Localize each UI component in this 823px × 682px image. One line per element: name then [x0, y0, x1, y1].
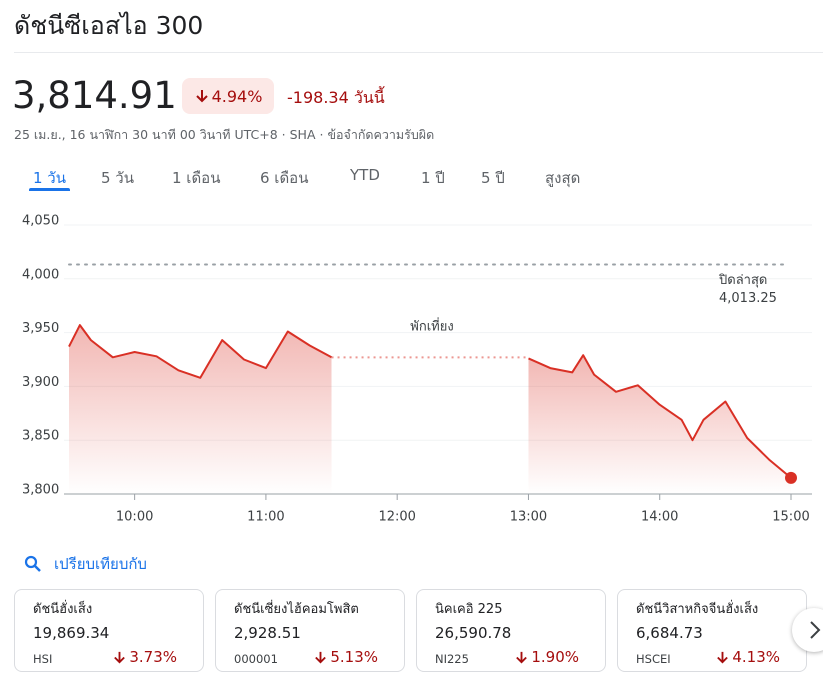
exchange: SHA: [289, 127, 316, 142]
tab[interactable]: 5 วัน: [101, 169, 134, 187]
card-change-value: 3.73%: [129, 648, 177, 666]
line: [528, 354, 792, 479]
last-point: [785, 471, 797, 484]
timestamp: 25 เม.ย., 16 นาฬิกา 30 นาที 00 วินาที UT…: [14, 127, 278, 142]
card-value: 6,684.73: [636, 624, 703, 642]
down-arrow: [195, 90, 208, 103]
disclaimer[interactable]: ข้อจำกัดความรับผิด: [327, 127, 435, 142]
y-tick-label: 3,800: [22, 483, 59, 498]
down-arrow: [516, 651, 528, 664]
line: [68, 324, 332, 379]
x-tick-label: 15:00: [772, 510, 809, 525]
card-change: 1.90%: [514, 648, 579, 666]
meta: 25 เม.ย., 16 นาฬิกา 30 นาที 00 วินาที UT…: [14, 127, 435, 142]
card-change-value: 5.13%: [330, 648, 378, 666]
card-ticker: NI225: [435, 652, 469, 666]
y-tick-label: 3,850: [22, 429, 59, 444]
tab-underline: [29, 188, 70, 191]
card-change: 5.13%: [313, 648, 378, 666]
change-percent: 4.94%: [211, 86, 263, 106]
x-tick-label: 14:00: [641, 510, 678, 525]
break-label: พักเที่ยง: [410, 318, 453, 335]
compare-card[interactable]: ดัชนีเซี่ยงไฮ้คอมโพสิต 2,928.51 000001 5.13…: [215, 589, 405, 672]
next-button[interactable]: [792, 608, 823, 652]
card-name: นิคเคอิ 225: [435, 602, 503, 617]
card-name: ดัชนีฮั่งเส็ง: [33, 602, 93, 617]
x-tick-label: 12:00: [378, 510, 415, 525]
search-icon: [24, 555, 41, 572]
card-ticker: HSI: [33, 652, 53, 666]
down-arrow: [114, 651, 126, 664]
card-value: 26,590.78: [435, 624, 512, 642]
compare-title: เปรียบเทียบกับ: [54, 555, 147, 573]
card-change: 3.73%: [112, 648, 177, 666]
card-change: 4.13%: [715, 648, 780, 666]
change: -198.34 วันนี้: [287, 86, 385, 111]
y-tick-label: 3,900: [22, 375, 59, 390]
y-tick-label: 4,050: [22, 214, 59, 229]
page-title: ดัชนีซีเอสไอ 300: [14, 11, 204, 40]
tab[interactable]: 1 วัน: [33, 169, 66, 187]
tab[interactable]: 5 ปี: [481, 169, 505, 187]
change-badge: 4.94%: [182, 78, 274, 114]
change-period: วันนี้: [353, 88, 385, 107]
card-value: 2,928.51: [234, 624, 301, 642]
x-tick-label: 13:00: [510, 510, 547, 525]
area: [69, 325, 332, 494]
card-change-value: 4.13%: [732, 648, 780, 666]
change-value: -198.34: [287, 88, 349, 107]
y-tick-label: 3,950: [22, 321, 59, 336]
chevron: [810, 621, 821, 639]
tab[interactable]: 1 ปี: [421, 169, 445, 187]
down-arrow: [717, 651, 729, 664]
compare-card[interactable]: ดัชนีฮั่งเส็ง 19,869.34 HSI 3.73%: [14, 589, 204, 672]
previous-close-label: ปิดล่าสุด: [718, 273, 767, 288]
previous-close-value: 4,013.25: [719, 291, 777, 306]
compare-heading[interactable]: เปรียบเทียบกับ: [24, 552, 147, 576]
card-ticker: 000001: [234, 652, 278, 666]
separator: [14, 52, 823, 53]
card-name: ดัชนีเซี่ยงไฮ้คอมโพสิต: [234, 602, 359, 617]
area: [528, 355, 791, 494]
tab[interactable]: 1 เดือน: [172, 169, 221, 187]
compare-card[interactable]: นิคเคอิ 225 26,590.78 NI225 1.90%: [416, 589, 606, 672]
tab[interactable]: สูงสุด: [545, 169, 581, 187]
chart: 3,800 3,850 3,900 3,950 4,000 4,050 10:00 11:00…: [22, 214, 812, 525]
y-tick-label: 4,000: [22, 267, 59, 282]
x-tick-label: 11:00: [247, 510, 284, 525]
compare-card[interactable]: ดัชนีวิสาหกิจจีนฮั่งเส็ง 6,684.73 HSCEI 4.1…: [617, 589, 807, 672]
card-ticker: HSCEI: [636, 652, 671, 666]
price: 3,814.91: [12, 74, 177, 117]
x-tick-label: 10:00: [116, 510, 153, 525]
down-arrow: [315, 651, 327, 664]
tab[interactable]: YTD: [350, 166, 380, 184]
card-change-value: 1.90%: [531, 648, 579, 666]
card-value: 19,869.34: [33, 624, 110, 642]
tab[interactable]: 6 เดือน: [260, 169, 309, 187]
card-name: ดัชนีวิสาหกิจจีนฮั่งเส็ง: [636, 602, 759, 617]
